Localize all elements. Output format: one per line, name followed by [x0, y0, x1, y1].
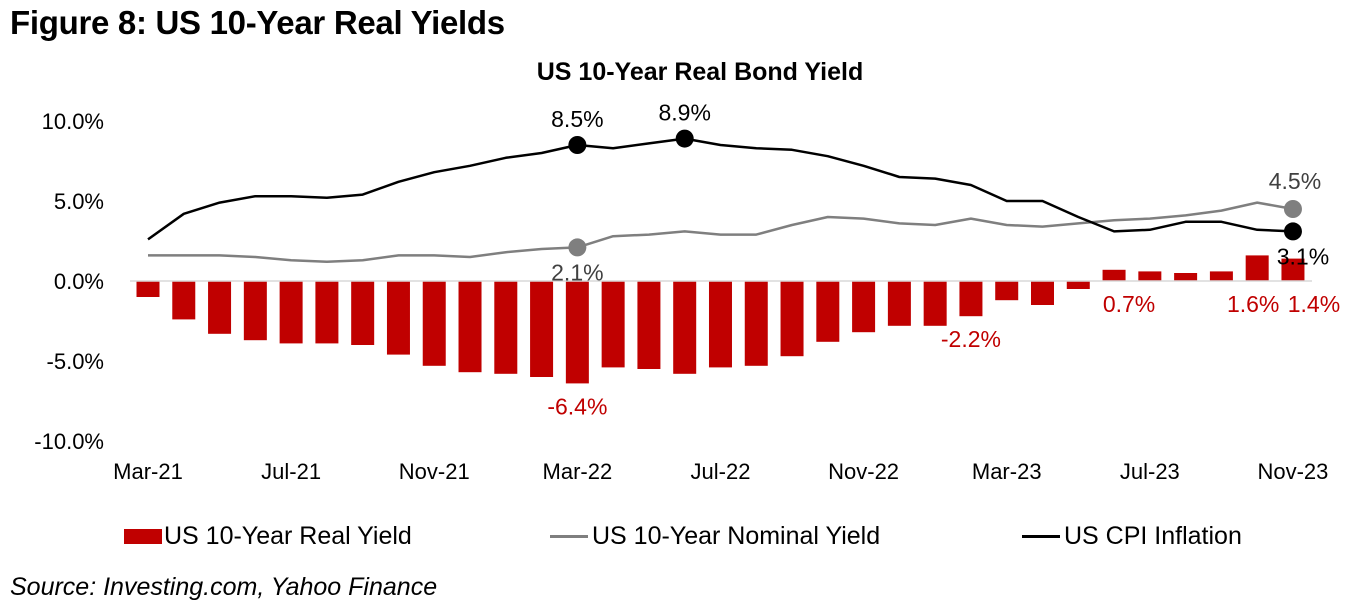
bar [1209, 271, 1233, 281]
data-label: 3.1% [1277, 243, 1329, 269]
source-note: Source: Investing.com, Yahoo Finance [10, 573, 438, 601]
y-tick-label: 0.0% [54, 269, 104, 294]
bar [386, 281, 410, 355]
bar [887, 281, 911, 326]
legend-label-real-yield: US 10-Year Real Yield [164, 522, 412, 550]
legend-item-real-yield: US 10-Year Real Yield [124, 522, 412, 551]
bar [1031, 281, 1054, 305]
bar [816, 281, 840, 342]
bar [494, 281, 518, 374]
bar [601, 281, 625, 368]
bar [637, 281, 661, 369]
bar [1066, 281, 1090, 289]
data-label: 0.7% [1103, 291, 1155, 317]
data-marker [568, 238, 587, 257]
real-yield-bars [136, 255, 1305, 384]
cpi-inflation-line [147, 137, 1294, 241]
data-marker [675, 129, 694, 148]
legend-label-nominal-yield: US 10-Year Nominal Yield [592, 522, 881, 550]
bar [673, 281, 697, 374]
bar [1138, 271, 1162, 281]
bar [530, 281, 554, 377]
bar [458, 281, 482, 373]
x-tick-label: Jul-21 [261, 459, 321, 484]
legend: US 10-Year Real Yield US 10-Year Nominal… [0, 522, 1372, 556]
data-labels: 8.5% 8.9% 2.1% 4.5% 3.1% -6.4% -2.2% 0.7% 1.6% 1.… [547, 100, 1340, 420]
bar [565, 281, 589, 384]
data-label: -2.2% [941, 326, 1001, 352]
bar [1174, 273, 1198, 281]
legend-label-cpi: US CPI Inflation [1064, 522, 1242, 550]
y-tick-label: -5.0% [47, 349, 104, 374]
x-tick-label: Mar-22 [543, 459, 613, 484]
bar [744, 281, 768, 366]
figure-title: Figure 8: US 10-Year Real Yields [10, 4, 505, 41]
chart-plot: 10.0% 5.0% 0.0% -5.0% -10.0% Mar-21 Jul-21 Nov… [34, 100, 1340, 484]
x-tick-label: Mar-21 [113, 459, 183, 484]
data-marker [568, 136, 587, 154]
legend-swatch-cpi [1022, 535, 1060, 538]
legend-swatch-nominal-yield [550, 535, 588, 538]
y-tick-label: 10.0% [42, 109, 104, 134]
bar [923, 281, 947, 326]
bar [315, 281, 339, 344]
chart-title: US 10-Year Real Bond Yield [536, 58, 864, 86]
x-tick-label: Nov-21 [399, 459, 470, 484]
data-label: 1.6% [1227, 291, 1279, 317]
x-tick-label: Jul-22 [691, 459, 751, 484]
legend-item-nominal-yield: US 10-Year Nominal Yield [550, 522, 880, 551]
nominal-yield-line [148, 201, 1294, 264]
data-label: 8.9% [658, 100, 710, 126]
x-tick-label: Mar-23 [972, 459, 1042, 484]
y-axis-ticks: 10.0% 5.0% 0.0% -5.0% -10.0% [34, 109, 104, 454]
line-series [147, 137, 1294, 264]
annotation-markers [568, 129, 1302, 257]
data-label: 1.4% [1288, 291, 1340, 317]
data-label: 4.5% [1269, 168, 1321, 194]
data-label: -6.4% [547, 393, 607, 419]
bar [852, 281, 876, 333]
bar [1245, 255, 1269, 281]
x-tick-label: Nov-22 [828, 459, 899, 484]
bar [136, 281, 160, 297]
x-tick-label: Nov-23 [1257, 459, 1328, 484]
data-marker [1283, 222, 1302, 241]
bar [959, 281, 983, 317]
bar [1281, 258, 1305, 281]
bar [208, 281, 232, 334]
bar [422, 281, 446, 366]
data-label: 8.5% [551, 106, 603, 132]
y-tick-label: 5.0% [54, 189, 104, 214]
bar [780, 281, 804, 357]
bar [995, 281, 1019, 301]
bar [279, 281, 303, 344]
x-tick-label: Jul-23 [1120, 459, 1180, 484]
data-marker [1283, 200, 1302, 218]
legend-swatch-real-yield [124, 529, 162, 544]
bar [172, 281, 196, 320]
bar [708, 281, 732, 368]
data-label: 2.1% [551, 259, 603, 285]
bar [243, 281, 267, 341]
legend-item-cpi: US CPI Inflation [1022, 522, 1242, 551]
bar [1102, 269, 1126, 281]
y-tick-label: -10.0% [34, 429, 104, 454]
bar [351, 281, 375, 345]
x-axis-ticks: Mar-21 Jul-21 Nov-21 Mar-22 Jul-22 Nov-22 Mar-… [113, 459, 1328, 484]
